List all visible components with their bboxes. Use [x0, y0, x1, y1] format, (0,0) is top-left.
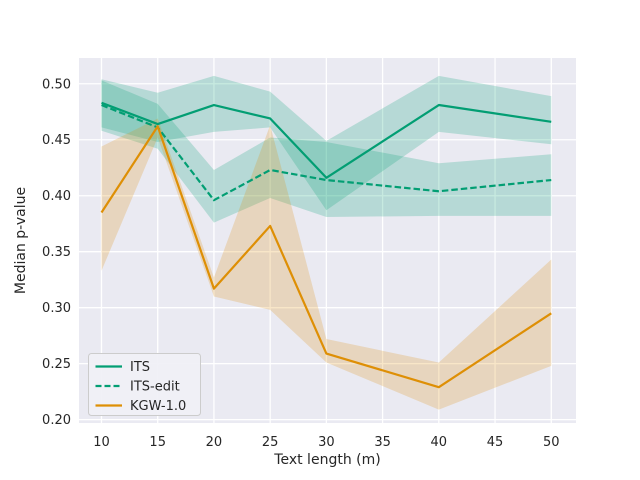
legend-label: KGW-1.0 [130, 399, 186, 414]
x-tick-label: 50 [543, 435, 560, 450]
y-tick-label: 0.25 [42, 357, 71, 372]
legend-label: ITS [130, 360, 150, 375]
legend-entry-ITS: ITS [95, 360, 150, 375]
legend: ITS ITS-edit KGW-1.0 [88, 353, 201, 416]
x-axis-label: Text length (m) [273, 452, 380, 468]
y-tick-label: 0.40 [42, 189, 71, 204]
series-band-ITS-edit [101, 80, 552, 223]
y-tick-label: 0.20 [42, 413, 71, 428]
series-line-ITS [101, 101, 552, 179]
series-band-ITS [101, 75, 552, 211]
y-tick-label: 0.45 [42, 133, 71, 148]
y-tick-label: 0.50 [42, 77, 71, 92]
x-tick-label: 40 [431, 435, 448, 450]
series-lines [100, 101, 552, 389]
x-tick-label: 30 [318, 435, 335, 450]
y-tick-label: 0.35 [42, 245, 71, 260]
legend-entry-KGW-1.0: KGW-1.0 [95, 399, 186, 414]
x-tick-label: 35 [374, 435, 391, 450]
x-tick-label: 15 [149, 435, 166, 450]
x-tick-label: 45 [487, 435, 504, 450]
y-tick-label: 0.30 [42, 301, 71, 316]
legend-box [88, 353, 201, 416]
series-line-KGW-1.0 [100, 125, 552, 389]
x-tick-label: 10 [93, 435, 110, 450]
tick-labels: 10 15 20 25 30 35 40 45 50 0.20 0.25 0.30 0.35 0.40 0.… [42, 77, 559, 450]
x-tick-label: 25 [262, 435, 279, 450]
legend-entry-ITS-edit: ITS-edit [95, 380, 180, 395]
gridlines [79, 58, 576, 423]
y-axis-label: Median p-value [13, 187, 29, 294]
legend-label: ITS-edit [130, 380, 180, 395]
x-tick-label: 20 [206, 435, 223, 450]
